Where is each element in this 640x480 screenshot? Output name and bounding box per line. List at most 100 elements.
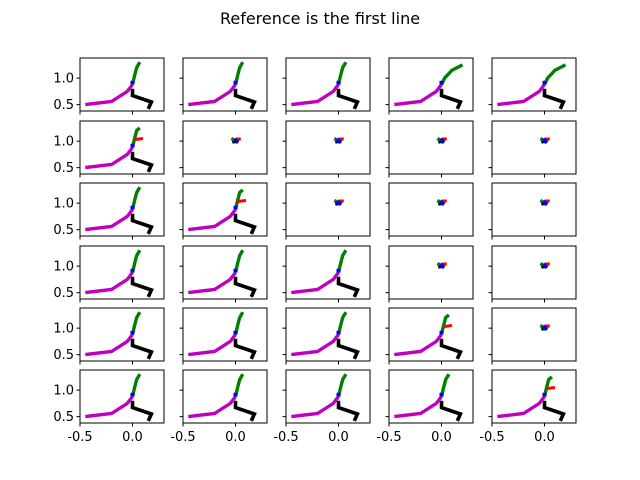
plot-area xyxy=(188,311,257,360)
series-joint-line xyxy=(541,137,549,144)
chart-title: Reference is the first line xyxy=(220,9,420,28)
subplot-r4-c5 xyxy=(488,245,577,303)
plot-area xyxy=(436,261,447,270)
y-tick-label: 1.0 xyxy=(53,260,74,275)
axes-frame xyxy=(182,307,268,362)
series-arm-line xyxy=(497,83,546,107)
axes-frame xyxy=(491,307,577,362)
axes-frame xyxy=(388,57,474,112)
x-tick-label: -0.5 xyxy=(479,430,504,445)
series-leg-line xyxy=(439,338,463,360)
series-head-line xyxy=(130,249,142,273)
series-arm-line xyxy=(188,395,237,419)
series-marker-line xyxy=(237,199,247,203)
subplot-r2-c2 xyxy=(179,120,268,178)
axes-frame xyxy=(285,120,371,175)
y-tick-label: 1.0 xyxy=(53,135,74,150)
subplot-r2-c3 xyxy=(282,120,371,178)
plot-area xyxy=(188,61,257,110)
axes-frame xyxy=(388,245,474,300)
series-leg-line xyxy=(233,338,257,360)
axes-frame xyxy=(79,120,165,175)
series-leg-line xyxy=(130,338,154,360)
series-head-line xyxy=(542,375,553,397)
series-head-line xyxy=(233,373,245,397)
plot-area xyxy=(85,126,154,173)
subplot-r5-c1: 0.5 1.0 xyxy=(53,307,165,365)
series-arm-line xyxy=(188,271,237,295)
series-joint-line xyxy=(438,137,446,145)
axes-frame xyxy=(388,182,474,237)
series-head-line xyxy=(439,63,464,86)
x-tick-label: -0.5 xyxy=(170,430,195,445)
y-tick-label: 1.0 xyxy=(53,197,74,212)
series-arm-line xyxy=(291,271,340,295)
subplot-r6-c4: -0.5 0.0 xyxy=(376,369,474,445)
x-tick-label: -0.5 xyxy=(376,430,401,445)
plot-area xyxy=(539,323,550,331)
series-leg-line xyxy=(233,213,257,235)
series-joint-line xyxy=(541,199,549,206)
subplot-r3-c4 xyxy=(385,182,474,240)
y-tick-label: 0.5 xyxy=(53,348,74,363)
y-tick-label: 0.5 xyxy=(53,410,74,425)
plot-area xyxy=(394,373,463,422)
plot-area xyxy=(436,198,447,207)
subplot-r1-c1: 0.5 1.0 xyxy=(53,57,165,115)
axes-frame xyxy=(79,307,165,362)
subplot-r6-c3: -0.5 0.0 xyxy=(273,369,371,445)
series-head-line xyxy=(336,311,348,335)
plot-area xyxy=(85,61,154,110)
axes-frame xyxy=(491,182,577,237)
series-head-line xyxy=(336,249,348,273)
plot-area xyxy=(85,186,154,235)
series-leg-line xyxy=(130,151,154,173)
series-leg-line xyxy=(542,88,566,110)
series-leg-line xyxy=(542,400,566,422)
series-joint-line xyxy=(438,262,446,270)
y-tick-label: 1.0 xyxy=(53,72,74,87)
axes-frame xyxy=(388,307,474,362)
series-arm-line xyxy=(291,333,340,357)
axes-frame xyxy=(79,182,165,237)
subplot-r4-c2 xyxy=(179,245,268,303)
subplot-r3-c3 xyxy=(282,182,371,240)
series-arm-line xyxy=(497,395,546,419)
axes-frame xyxy=(285,369,371,424)
plot-area xyxy=(85,249,154,298)
series-arm-line xyxy=(85,333,134,357)
series-head-line xyxy=(233,249,245,273)
y-tick-label: 0.5 xyxy=(53,161,74,176)
y-tick-label: 1.0 xyxy=(53,384,74,399)
series-joint-line xyxy=(232,137,240,145)
plot-area xyxy=(539,198,550,206)
plot-area xyxy=(85,311,154,360)
x-tick-label: 0.0 xyxy=(122,430,143,445)
plot-area xyxy=(188,249,257,298)
axes-frame xyxy=(491,245,577,300)
series-head-line xyxy=(130,126,141,148)
axes-frame xyxy=(285,57,371,112)
series-marker-line xyxy=(443,324,453,329)
series-arm-line xyxy=(394,83,443,107)
x-tick-label: 0.0 xyxy=(225,430,246,445)
subplot-r3-c5 xyxy=(488,182,577,240)
series-head-line xyxy=(439,313,450,335)
series-leg-line xyxy=(233,400,257,422)
plot-area xyxy=(539,261,550,269)
plot-area xyxy=(497,63,567,110)
plot-area xyxy=(394,63,464,110)
axes-frame xyxy=(182,245,268,300)
axes-frame xyxy=(285,245,371,300)
series-head-line xyxy=(130,61,142,85)
series-head-line xyxy=(336,61,348,85)
series-head-line xyxy=(130,373,142,397)
series-marker-line xyxy=(134,137,144,141)
axes-frame xyxy=(79,245,165,300)
plot-area xyxy=(539,136,550,144)
series-arm-line xyxy=(291,83,340,107)
axes-frame xyxy=(491,120,577,175)
axes-frame xyxy=(285,307,371,362)
subplot-r5-c5 xyxy=(488,307,577,365)
series-arm-line xyxy=(188,333,237,357)
